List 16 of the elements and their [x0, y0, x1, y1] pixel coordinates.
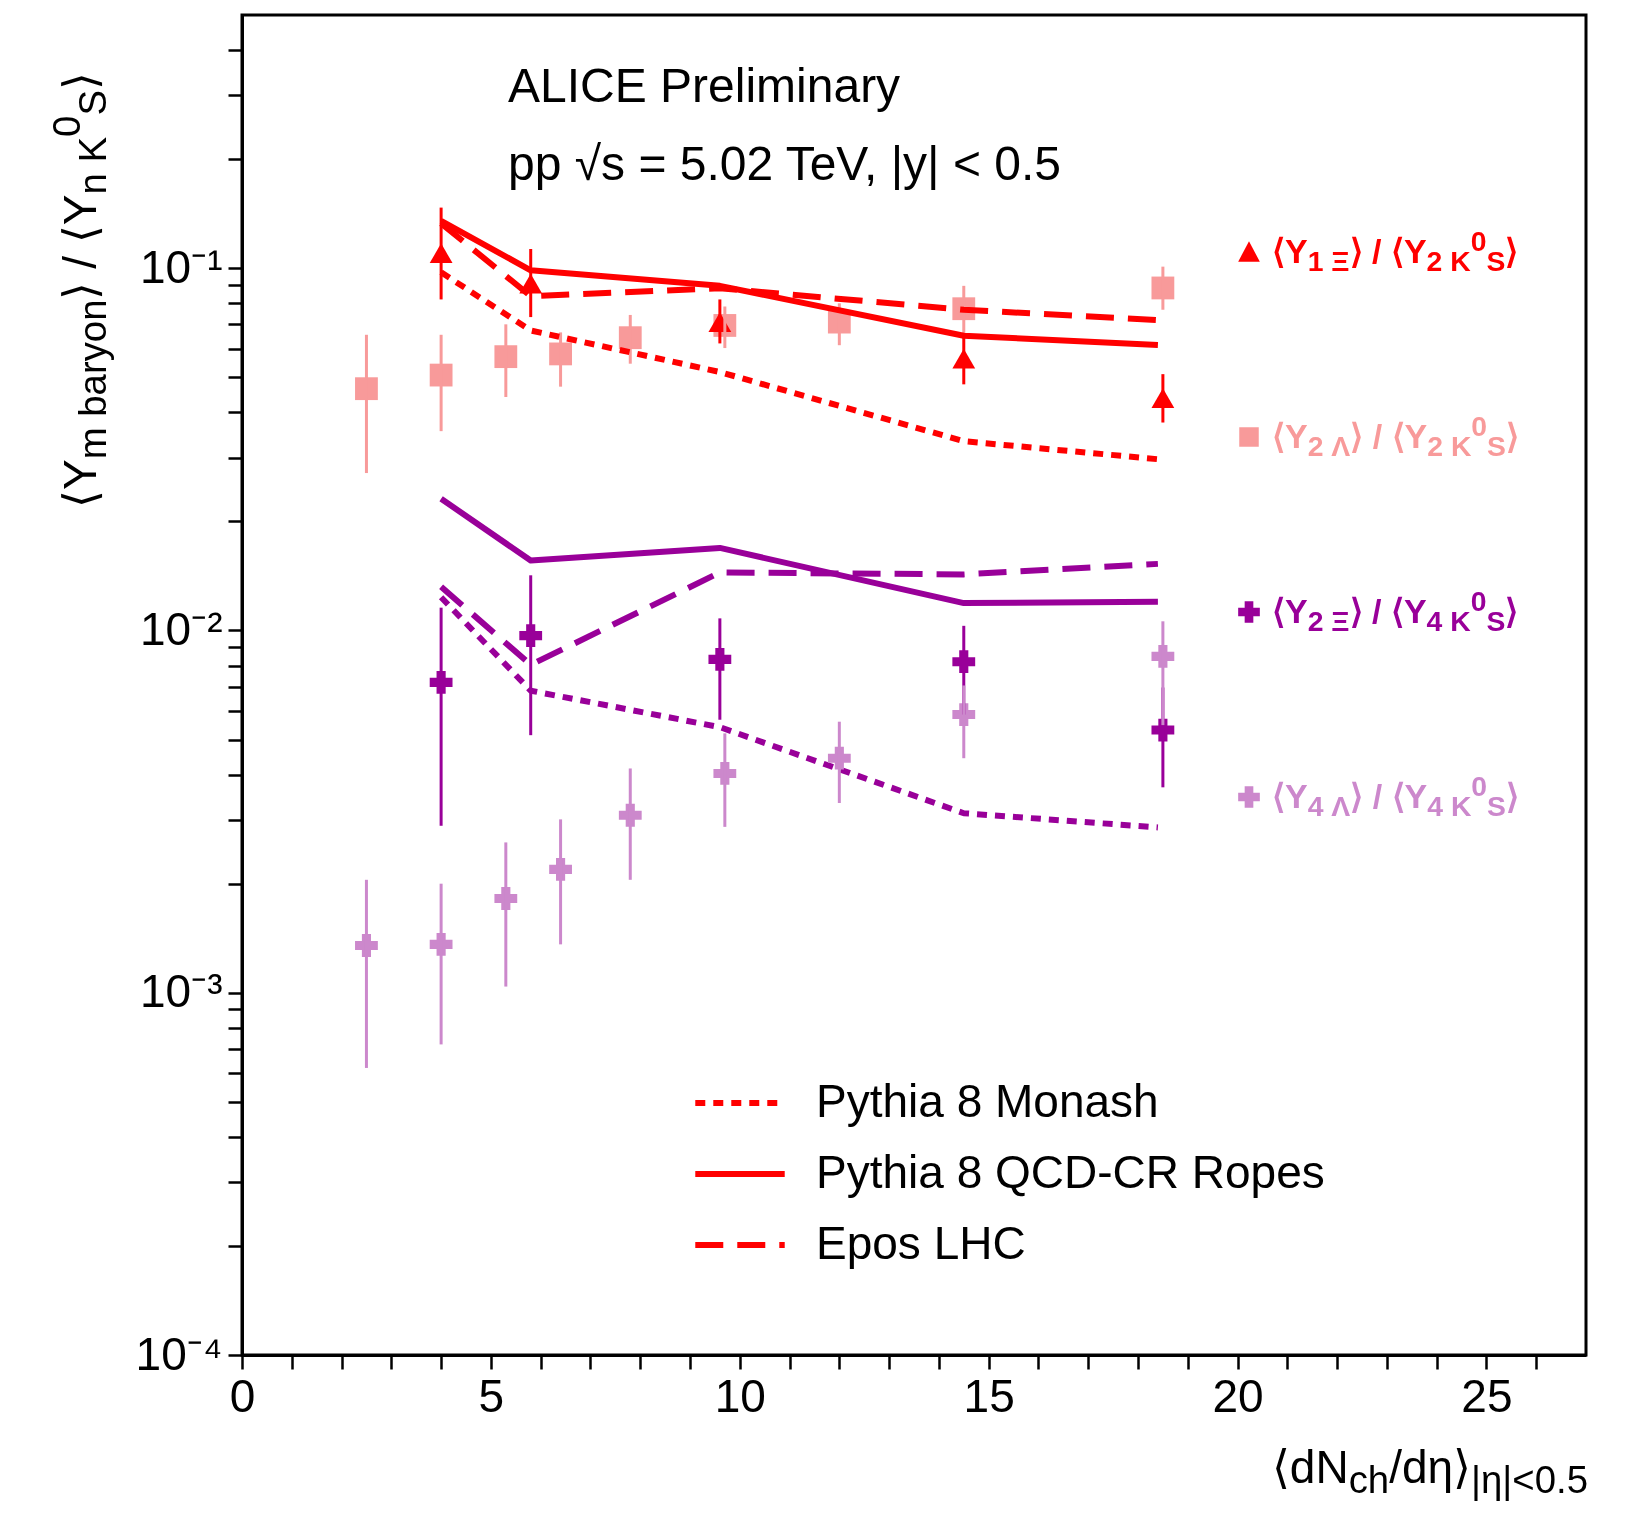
legend-label: Epos LHC — [816, 1217, 1026, 1269]
annotation: pp √s = 5.02 TeV, |y| < 0.5 — [508, 136, 1062, 191]
x-tick-label: 10 — [714, 1369, 766, 1422]
x-tick-label: 15 — [963, 1369, 1015, 1422]
y-tick-label: 10⁻¹ — [140, 240, 223, 293]
annotation: ALICE Preliminary — [508, 58, 901, 113]
x-axis-title: ⟨dN$_{ch}$/dη⟩$_{|η|<0.5}$ — [1271, 1440, 1588, 1503]
x-tick-label: 25 — [1461, 1369, 1513, 1422]
x-tick-label: 20 — [1212, 1369, 1264, 1422]
y-tick-label: 10⁻² — [140, 602, 223, 655]
legend-label: Pythia 8 Monash — [816, 1075, 1159, 1127]
x-tick-label: 5 — [478, 1369, 505, 1422]
y-tick-label: 10⁻³ — [140, 965, 223, 1018]
y-tick-label: 10⁻⁴ — [135, 1327, 223, 1380]
legend-label: Pythia 8 QCD-CR Ropes — [816, 1146, 1325, 1198]
x-tick-label: 0 — [229, 1369, 256, 1422]
